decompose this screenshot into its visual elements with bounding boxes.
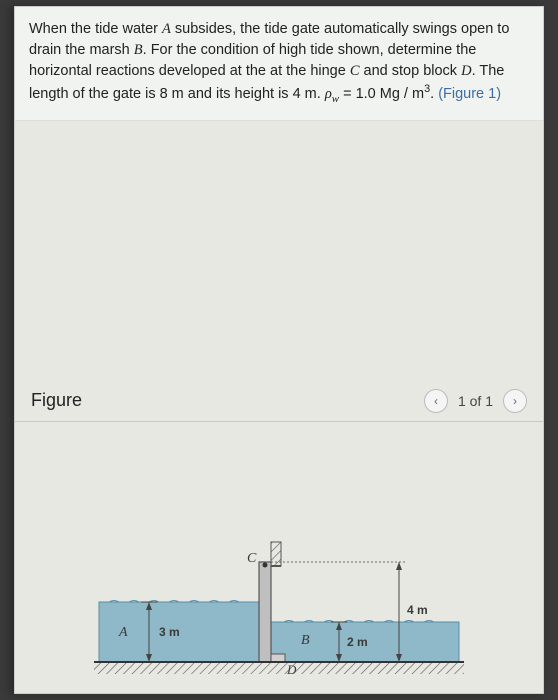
t7: = <box>339 86 356 102</box>
next-button[interactable]: › <box>503 389 527 413</box>
rho: ρ <box>325 86 332 102</box>
gate-height: 4 m <box>293 86 317 102</box>
figure-header: Figure ‹ 1 of 1 › <box>15 381 543 422</box>
ground-hatch <box>94 662 464 674</box>
gate-length: 8 m <box>160 86 184 102</box>
label-4m: 4 m <box>407 603 428 617</box>
problem-text: When the tide water A subsides, the tide… <box>29 21 509 102</box>
t0: When the tide water <box>29 21 162 37</box>
t3: and stop block <box>360 63 462 79</box>
label-3m: 3 m <box>159 625 180 639</box>
label-c: C <box>247 551 257 566</box>
t8: . <box>430 86 438 102</box>
t5: and its height is <box>184 86 293 102</box>
figure-pager: ‹ 1 of 1 › <box>424 389 527 413</box>
label-2m: 2 m <box>347 635 368 649</box>
hinge-bracket <box>271 542 281 566</box>
rho-val: 1.0 Mg / m <box>356 86 425 102</box>
label-d: D <box>286 662 297 677</box>
label-a: A <box>118 625 128 640</box>
var-b: B <box>134 42 143 58</box>
problem-statement: When the tide water A subsides, the tide… <box>15 7 543 121</box>
dim-gate-arrow-top <box>396 562 402 570</box>
var-d: D <box>461 63 471 79</box>
content-panel: When the tide water A subsides, the tide… <box>14 6 544 694</box>
figure-area: 3 m 2 m 4 m A B C D <box>15 422 543 682</box>
var-a: A <box>162 21 171 37</box>
figure-svg: 3 m 2 m 4 m A B C D <box>89 462 469 682</box>
t6: . <box>317 86 325 102</box>
pager-text: 1 of 1 <box>458 393 493 409</box>
label-b: B <box>301 633 310 648</box>
gate <box>259 562 271 662</box>
figure-link[interactable]: (Figure 1) <box>438 86 501 102</box>
var-c: C <box>350 63 360 79</box>
figure-title: Figure <box>31 390 82 411</box>
stop-block <box>271 654 285 662</box>
hinge-c-dot <box>263 562 268 567</box>
rho-sub: w <box>332 93 339 105</box>
prev-button[interactable]: ‹ <box>424 389 448 413</box>
